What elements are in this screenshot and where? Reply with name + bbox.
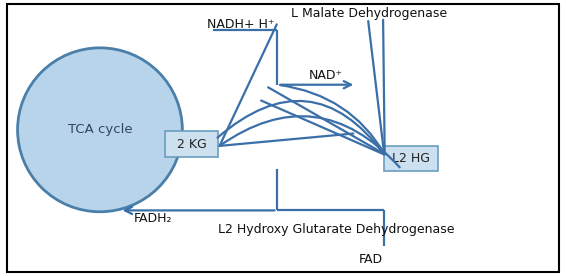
Text: NAD⁺: NAD⁺: [308, 69, 342, 82]
Text: TCA cycle: TCA cycle: [68, 123, 132, 136]
Text: FADH₂: FADH₂: [134, 212, 172, 225]
Text: 2 KG: 2 KG: [177, 138, 207, 151]
Text: L Malate Dehydrogenase: L Malate Dehydrogenase: [291, 7, 448, 20]
Text: FAD: FAD: [359, 253, 383, 266]
FancyBboxPatch shape: [165, 131, 218, 157]
Ellipse shape: [18, 48, 182, 212]
FancyArrowPatch shape: [217, 21, 384, 155]
Text: NADH+ H⁺: NADH+ H⁺: [207, 18, 275, 31]
FancyArrowPatch shape: [220, 24, 400, 167]
FancyArrowPatch shape: [268, 20, 385, 154]
FancyBboxPatch shape: [384, 146, 438, 171]
Text: L2 Hydroxy Glutarate Dehydrogenase: L2 Hydroxy Glutarate Dehydrogenase: [218, 223, 454, 236]
Text: L2 HG: L2 HG: [392, 152, 430, 165]
